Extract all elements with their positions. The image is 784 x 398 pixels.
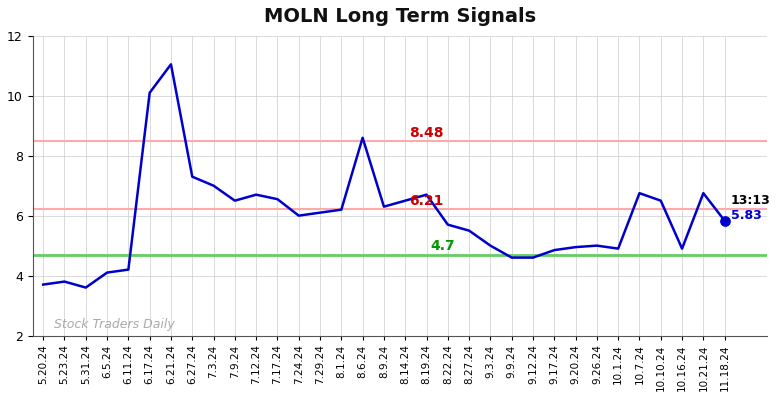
Text: 6.21: 6.21 — [409, 194, 444, 208]
Title: MOLN Long Term Signals: MOLN Long Term Signals — [264, 7, 536, 26]
Text: Stock Traders Daily: Stock Traders Daily — [54, 318, 175, 331]
Text: 5.83: 5.83 — [731, 209, 762, 222]
Text: 4.7: 4.7 — [430, 239, 456, 253]
Text: 13:13: 13:13 — [731, 194, 771, 207]
Point — [718, 218, 731, 224]
Text: 8.48: 8.48 — [409, 126, 444, 140]
